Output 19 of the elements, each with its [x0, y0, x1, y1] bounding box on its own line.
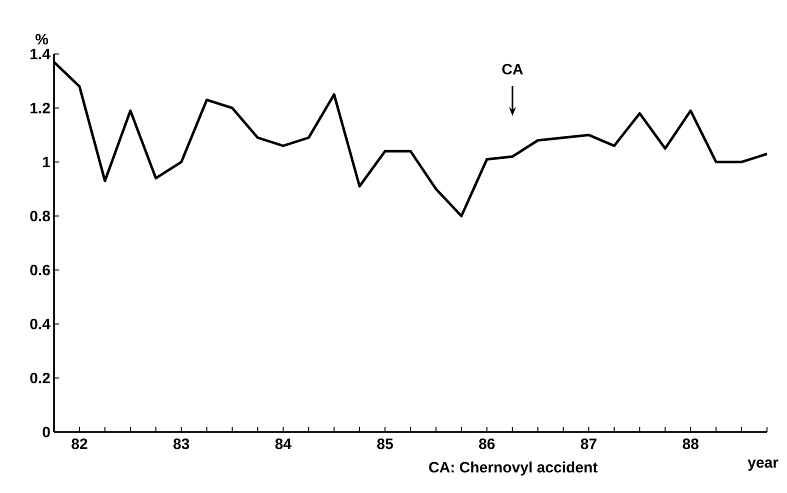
x-tick-label: 87: [580, 438, 596, 450]
y-tick-label: 0.2: [30, 372, 50, 384]
x-axis-title: year: [748, 460, 778, 471]
x-tick-label: 86: [479, 438, 495, 450]
annotation: CA: [502, 64, 523, 74]
y-axis-title: %: [36, 34, 48, 44]
x-tick-label: 83: [173, 438, 190, 450]
y-tick-label: 1.2: [30, 102, 50, 114]
x-tick-label: 85: [377, 438, 393, 450]
text: CA: Chernovyl accident: [429, 462, 598, 476]
y-tick-label: 0.6: [30, 264, 50, 276]
x-tick-label: 82: [72, 438, 88, 450]
y-tick-label: 0.4: [30, 318, 50, 330]
y-tick-label: 0.8: [30, 210, 50, 222]
x-tick-label: 84: [275, 438, 292, 450]
x-tick-label: 88: [682, 438, 698, 450]
y-tick-label: 1.4: [30, 48, 50, 60]
y-tick-label: 1: [43, 156, 50, 168]
y-tick-label: 0: [42, 426, 50, 438]
